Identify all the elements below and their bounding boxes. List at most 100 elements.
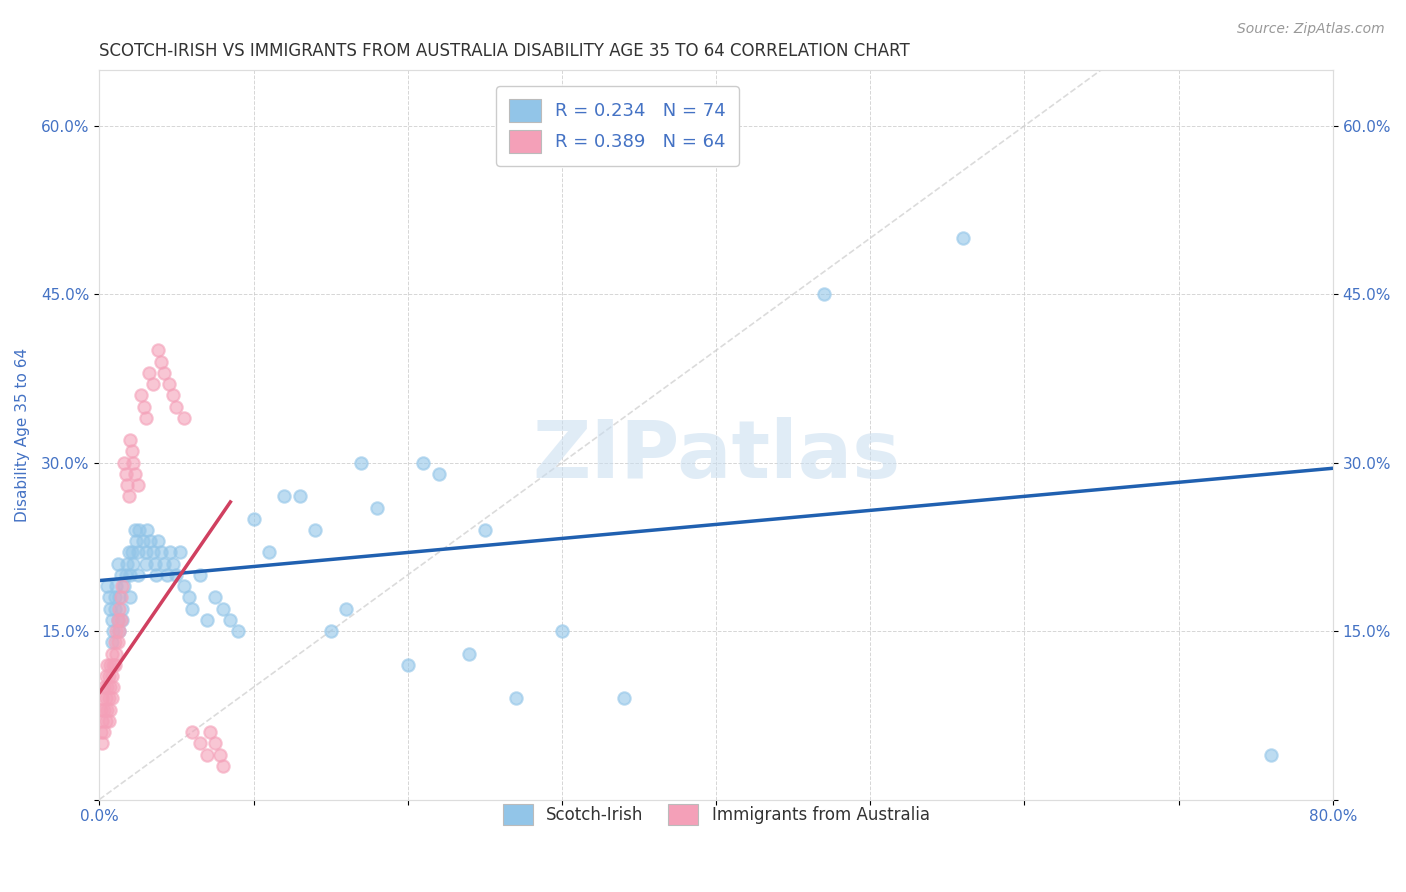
Point [103, 657, 125, 672]
Point [242, 512, 264, 526]
Point [173, 410, 195, 425]
Point [100, 647, 122, 661]
Point [551, 624, 574, 639]
Point [211, 601, 233, 615]
Point [153, 366, 176, 380]
Point [396, 657, 419, 672]
Point [121, 444, 143, 458]
Point [159, 545, 181, 559]
Point [108, 591, 131, 605]
Point [366, 500, 388, 515]
Point [304, 523, 326, 537]
Legend: Scotch-Irish, Immigrants from Australia: Scotch-Irish, Immigrants from Australia [492, 794, 939, 835]
Point [96, 703, 118, 717]
Point [100, 691, 122, 706]
Point [117, 489, 139, 503]
Point [115, 557, 138, 571]
Point [150, 354, 173, 368]
Point [135, 545, 157, 559]
Point [111, 601, 134, 615]
Point [129, 388, 152, 402]
Point [98, 703, 121, 717]
Point [288, 489, 311, 503]
Point [128, 523, 150, 537]
Point [146, 343, 169, 358]
Point [107, 613, 129, 627]
Point [612, 691, 634, 706]
Point [127, 545, 149, 559]
Point [114, 568, 136, 582]
Point [107, 557, 129, 571]
Point [273, 489, 295, 503]
Point [142, 377, 165, 392]
Point [165, 568, 187, 582]
Point [97, 714, 120, 728]
Point [122, 456, 145, 470]
Point [110, 591, 132, 605]
Point [412, 456, 434, 470]
Point [162, 557, 184, 571]
Point [90, 725, 112, 739]
Point [204, 591, 226, 605]
Point [127, 568, 149, 582]
Text: SCOTCH-IRISH VS IMMIGRANTS FROM AUSTRALIA DISABILITY AGE 35 TO 64 CORRELATION CH: SCOTCH-IRISH VS IMMIGRANTS FROM AUSTRALI… [100, 42, 910, 60]
Point [474, 523, 496, 537]
Point [136, 523, 159, 537]
Point [104, 591, 127, 605]
Point [177, 591, 200, 605]
Point [150, 545, 173, 559]
Point [156, 568, 179, 582]
Point [208, 747, 231, 762]
Point [195, 613, 218, 627]
Point [114, 467, 136, 481]
Point [97, 591, 120, 605]
Point [110, 568, 132, 582]
Point [98, 680, 121, 694]
Point [91, 691, 114, 706]
Point [120, 433, 142, 447]
Point [120, 591, 142, 605]
Point [104, 635, 127, 649]
Point [165, 400, 187, 414]
Point [105, 624, 128, 639]
Text: Source: ZipAtlas.com: Source: ZipAtlas.com [1237, 22, 1385, 37]
Point [180, 601, 202, 615]
Point [157, 377, 180, 392]
Point [104, 601, 127, 615]
Text: ZIPatlas: ZIPatlas [531, 417, 900, 495]
Point [103, 624, 125, 639]
Point [93, 680, 115, 694]
Point [97, 691, 120, 706]
Point [105, 647, 128, 661]
Point [98, 601, 121, 615]
Point [188, 568, 211, 582]
Point [952, 231, 974, 245]
Point [195, 747, 218, 762]
Point [162, 388, 184, 402]
Point [142, 545, 165, 559]
Point [100, 613, 122, 627]
Point [127, 478, 149, 492]
Point [813, 287, 835, 301]
Point [100, 635, 122, 649]
Point [108, 601, 131, 615]
Point [169, 545, 191, 559]
Point [138, 366, 160, 380]
Point [107, 635, 129, 649]
Point [350, 456, 373, 470]
Point [100, 669, 122, 683]
Point [146, 534, 169, 549]
Point [93, 725, 115, 739]
Point [108, 624, 131, 639]
Point [112, 579, 135, 593]
Point [117, 545, 139, 559]
Point [122, 557, 145, 571]
Point [124, 523, 146, 537]
Point [91, 714, 114, 728]
Point [226, 624, 249, 639]
Point [131, 534, 153, 549]
Point [105, 579, 128, 593]
Point [104, 657, 127, 672]
Point [1260, 747, 1282, 762]
Point [153, 557, 176, 571]
